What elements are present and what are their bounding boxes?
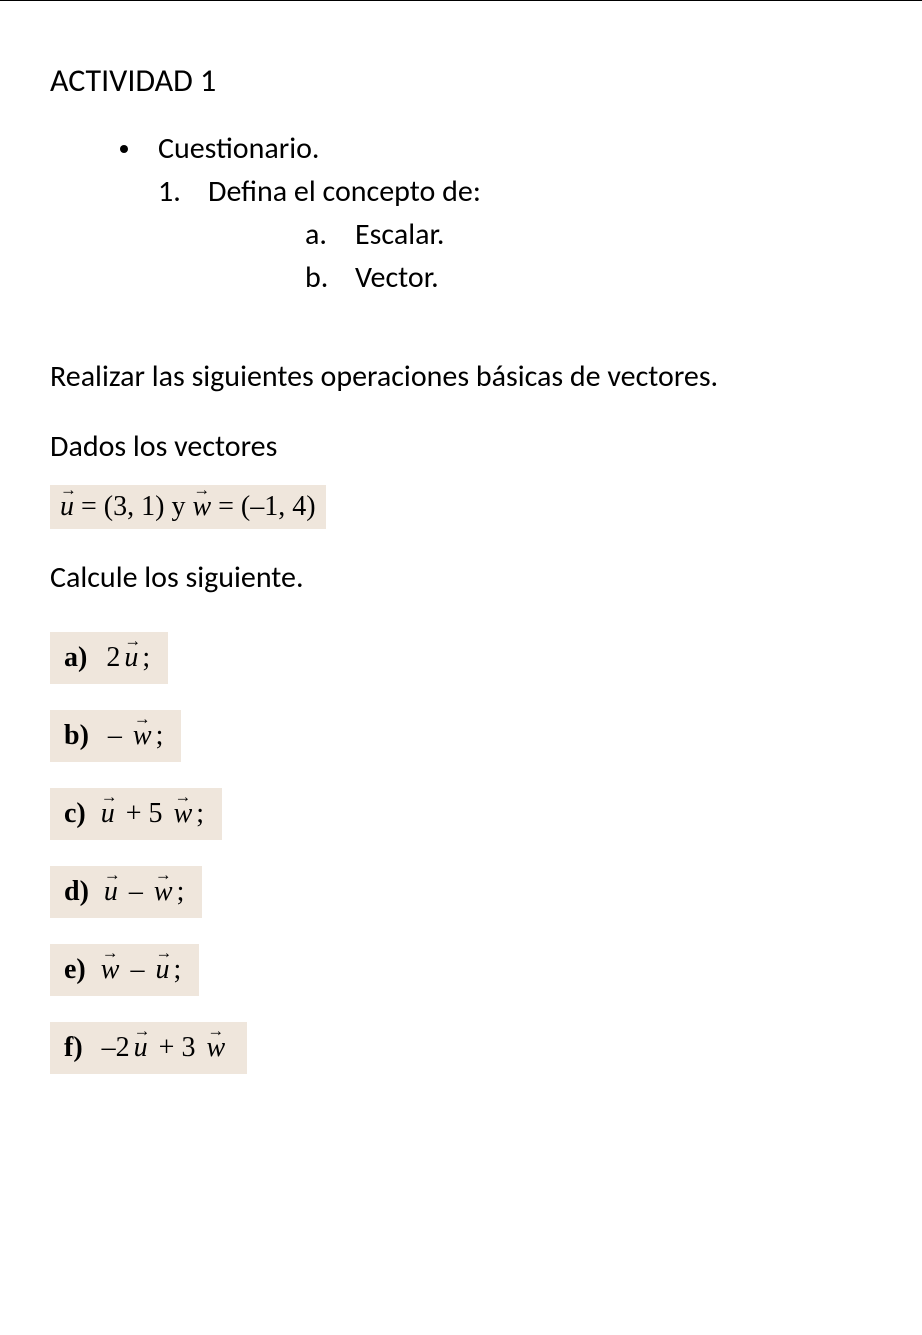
conj-y: y [171, 491, 192, 522]
exercise-e: e) w – u; [50, 944, 199, 996]
exercise-d-expr: u – w; [104, 876, 188, 907]
bullet-item: Cuestionario. [120, 130, 892, 167]
exercise-f-v2: w [206, 1032, 225, 1064]
vectors-definition: u = (3, 1) y w = (–1, 4) [50, 485, 326, 529]
exercise-d-mid: – [122, 876, 150, 907]
exercise-f-expr: –2u + 3 w [98, 1032, 233, 1063]
exercise-c-mid: + 5 [119, 798, 170, 829]
vector-u-symbol: u [60, 491, 74, 523]
exercise-a: a) 2u; [50, 632, 168, 684]
exercise-c-v1: u [101, 798, 115, 830]
sub-label-a: a. [305, 216, 355, 253]
instruction-operations: Realizar las siguientes operaciones bási… [50, 356, 892, 398]
exercise-b-pre: – [108, 720, 129, 751]
exercise-e-v2: u [155, 954, 169, 986]
exercise-e-expr: w – u; [101, 954, 185, 985]
sub-text-b: Vector. [355, 259, 439, 296]
exercise-e-v1: w [101, 954, 120, 986]
exercise-d-tail: ; [177, 876, 185, 907]
exercise-c-expr: u + 5 w; [101, 798, 208, 829]
exercise-b-tail: ; [156, 720, 164, 751]
vector-w-value: = (–1, 4) [211, 491, 315, 522]
question-1b: b. Vector. [305, 259, 892, 296]
exercise-f-mid: + 3 [152, 1032, 203, 1063]
sub-text-a: Escalar. [355, 216, 444, 253]
document-page: ACTIVIDAD 1 Cuestionario. 1. Defina el c… [0, 0, 922, 1114]
exercise-b-var: w [133, 720, 152, 752]
vector-u-value: = (3, 1) [74, 491, 171, 522]
exercise-d-label: d) [64, 876, 89, 907]
question-text: Defina el concepto de: [208, 173, 481, 210]
exercise-e-tail: ; [173, 954, 181, 985]
question-number: 1. [158, 173, 208, 210]
exercise-b-expr: – w; [104, 720, 167, 751]
exercise-c-label: c) [64, 798, 86, 829]
exercise-f-v1: u [134, 1032, 148, 1064]
exercise-b: b) – w; [50, 710, 181, 762]
exercise-f-label: f) [64, 1032, 83, 1063]
question-1a: a. Escalar. [305, 216, 892, 253]
exercise-d: d) u – w; [50, 866, 202, 918]
bullet-text: Cuestionario. [158, 130, 319, 167]
exercise-b-label: b) [64, 720, 89, 751]
exercise-a-var: u [124, 642, 138, 674]
exercise-a-expr: 2u; [102, 642, 154, 673]
exercise-d-v1: u [104, 876, 118, 908]
calculate-title: Calcule los siguiente. [50, 559, 892, 596]
exercise-a-label: a) [64, 642, 87, 673]
exercise-d-v2: w [154, 876, 173, 908]
sub-label-b: b. [305, 259, 355, 296]
exercise-a-coef: 2 [106, 642, 120, 673]
activity-title: ACTIVIDAD 1 [50, 61, 892, 100]
exercise-c: c) u + 5 w; [50, 788, 222, 840]
question-1: 1. Defina el concepto de: [158, 173, 892, 210]
exercise-e-label: e) [64, 954, 86, 985]
instruction-given-vectors: Dados los vectores [50, 428, 892, 465]
bullet-icon [120, 145, 128, 153]
exercise-a-tail: ; [142, 642, 150, 673]
vector-w-symbol: w [192, 491, 211, 523]
exercise-c-tail: ; [196, 798, 204, 829]
exercise-f: f) –2u + 3 w [50, 1022, 247, 1074]
exercise-f-pre: –2 [102, 1032, 130, 1063]
exercise-e-mid: – [123, 954, 151, 985]
exercise-c-v2: w [174, 798, 193, 830]
